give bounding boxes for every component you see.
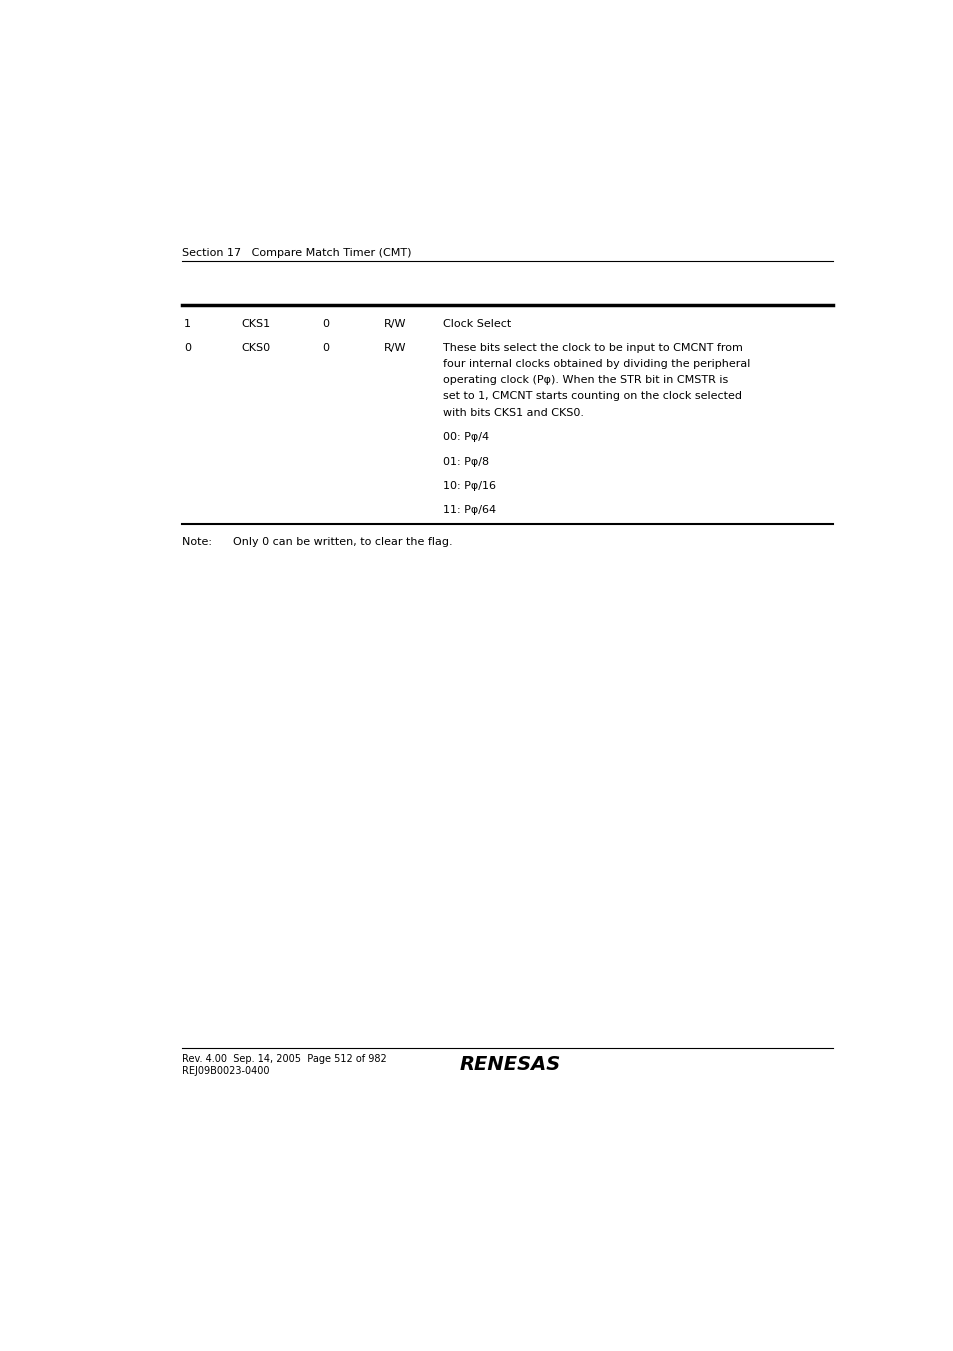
Text: 0: 0	[184, 343, 192, 353]
Text: operating clock (Pφ). When the STR bit in CMSTR is: operating clock (Pφ). When the STR bit i…	[442, 376, 727, 385]
Text: RENESAS: RENESAS	[459, 1055, 560, 1074]
Text: 0: 0	[322, 319, 329, 330]
Text: These bits select the clock to be input to CMCNT from: These bits select the clock to be input …	[442, 343, 742, 353]
Text: Rev. 4.00  Sep. 14, 2005  Page 512 of 982: Rev. 4.00 Sep. 14, 2005 Page 512 of 982	[182, 1054, 386, 1063]
Text: set to 1, CMCNT starts counting on the clock selected: set to 1, CMCNT starts counting on the c…	[442, 392, 741, 401]
Text: R/W: R/W	[383, 343, 406, 353]
Text: 0: 0	[322, 343, 329, 353]
Text: CKS0: CKS0	[241, 343, 270, 353]
Text: with bits CKS1 and CKS0.: with bits CKS1 and CKS0.	[442, 408, 583, 417]
Text: 00: Pφ/4: 00: Pφ/4	[442, 432, 489, 442]
Text: 1: 1	[184, 319, 192, 330]
Text: Section 17   Compare Match Timer (CMT): Section 17 Compare Match Timer (CMT)	[182, 249, 411, 258]
Text: 01: Pφ/8: 01: Pφ/8	[442, 457, 489, 466]
Text: REJ09B0023-0400: REJ09B0023-0400	[182, 1066, 270, 1077]
Text: Clock Select: Clock Select	[442, 319, 511, 330]
Text: 11: Pφ/64: 11: Pφ/64	[442, 505, 496, 516]
Text: four internal clocks obtained by dividing the peripheral: four internal clocks obtained by dividin…	[442, 359, 750, 369]
Text: R/W: R/W	[383, 319, 406, 330]
Text: 10: Pφ/16: 10: Pφ/16	[442, 481, 496, 490]
Text: CKS1: CKS1	[241, 319, 270, 330]
Text: Note:      Only 0 can be written, to clear the flag.: Note: Only 0 can be written, to clear th…	[182, 536, 453, 547]
